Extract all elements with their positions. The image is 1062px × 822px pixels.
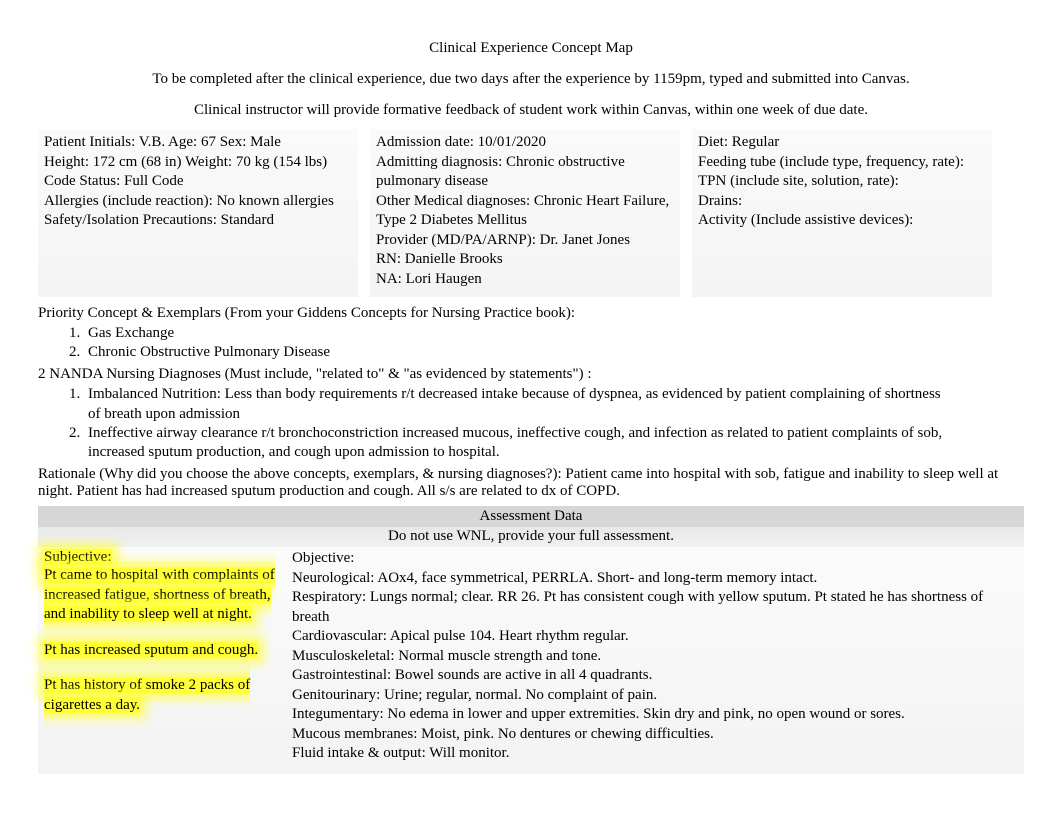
priority-concept-label: Priority Concept & Exemplars (From your … [38, 305, 575, 321]
tpn: TPN (include site, solution, rate): [698, 172, 986, 192]
rationale-section: Rationale (Why did you choose the above … [38, 466, 1024, 500]
patient-initials-line: Patient Initials: V.B. Age: 67 Sex: Male [44, 133, 352, 153]
rationale-label: Rationale (Why did you choose the above … [38, 466, 565, 482]
page-subtitle: To be completed after the clinical exper… [30, 71, 1032, 88]
objective-column: Objective: Neurological: AOx4, face symm… [292, 549, 1018, 764]
assessment-header: Assessment Data [38, 506, 1024, 527]
objective-mucous: Mucous membranes: Moist, pink. No dentur… [292, 725, 1018, 745]
objective-integ: Integumentary: No edema in lower and upp… [292, 705, 1018, 725]
patient-code-status: Code Status: Full Code [44, 172, 352, 192]
subjective-p2: Pt has increased sputum and cough. [44, 642, 258, 658]
nanda-list: Imbalanced Nutrition: Less than body req… [38, 385, 1024, 462]
subjective-label: Subjective: [44, 549, 112, 565]
objective-label: Objective: [292, 549, 1018, 569]
objective-cardio: Cardiovascular: Apical pulse 104. Heart … [292, 627, 1018, 647]
page-title: Clinical Experience Concept Map [30, 40, 1032, 57]
priority-concept-section: Priority Concept & Exemplars (From your … [38, 305, 1024, 362]
instructor-note: Clinical instructor will provide formati… [30, 102, 1032, 119]
objective-msk: Musculoskeletal: Normal muscle strength … [292, 647, 1018, 667]
nanda-section: 2 NANDA Nursing Diagnoses (Must include,… [38, 366, 1024, 462]
patient-info-row: Patient Initials: V.B. Age: 67 Sex: Male… [38, 129, 1024, 297]
admitting-dx: Admitting diagnosis: Chronic obstructive… [376, 153, 674, 192]
nanda-item: Imbalanced Nutrition: Less than body req… [84, 385, 1024, 423]
objective-fluid: Fluid intake & output: Will monitor. [292, 744, 1018, 764]
nanda-label: 2 NANDA Nursing Diagnoses (Must include,… [38, 366, 592, 382]
other-dx: Other Medical diagnoses: Chronic Heart F… [376, 192, 674, 231]
nanda-item: Ineffective airway clearance r/t broncho… [84, 424, 1024, 462]
priority-concept-list: Gas Exchange Chronic Obstructive Pulmona… [38, 324, 1024, 362]
subjective-p1: Pt came to hospital with complaints of i… [44, 567, 275, 622]
diet: Diet: Regular [698, 133, 986, 153]
provider: Provider (MD/PA/ARNP): Dr. Janet Jones [376, 231, 674, 251]
priority-item: Chronic Obstructive Pulmonary Disease [84, 343, 1024, 362]
rn: RN: Danielle Brooks [376, 250, 674, 270]
objective-gi: Gastrointestinal: Bowel sounds are activ… [292, 666, 1018, 686]
priority-item: Gas Exchange [84, 324, 1024, 343]
drains: Drains: [698, 192, 986, 212]
patient-safety: Safety/Isolation Precautions: Standard [44, 211, 352, 231]
patient-col-2: Admission date: 10/01/2020 Admitting dia… [370, 129, 680, 297]
activity: Activity (Include assistive devices): [698, 211, 986, 231]
patient-height-weight: Height: 172 cm (68 in) Weight: 70 kg (15… [44, 153, 352, 173]
objective-resp: Respiratory: Lungs normal; clear. RR 26.… [292, 588, 1018, 627]
objective-gu: Genitourinary: Urine; regular, normal. N… [292, 686, 1018, 706]
feeding-tube: Feeding tube (include type, frequency, r… [698, 153, 986, 173]
patient-allergies: Allergies (include reaction): No known a… [44, 192, 352, 212]
na: NA: Lori Haugen [376, 270, 674, 290]
assessment-body: Subjective: Pt came to hospital with com… [38, 547, 1024, 774]
assessment-note: Do not use WNL, provide your full assess… [38, 527, 1024, 547]
subjective-column: Subjective: Pt came to hospital with com… [44, 549, 282, 764]
admission-date: Admission date: 10/01/2020 [376, 133, 674, 153]
objective-neuro: Neurological: AOx4, face symmetrical, PE… [292, 569, 1018, 589]
patient-col-3: Diet: Regular Feeding tube (include type… [692, 129, 992, 297]
subjective-p3: Pt has history of smoke 2 packs of cigar… [44, 677, 250, 713]
patient-col-1: Patient Initials: V.B. Age: 67 Sex: Male… [38, 129, 358, 297]
